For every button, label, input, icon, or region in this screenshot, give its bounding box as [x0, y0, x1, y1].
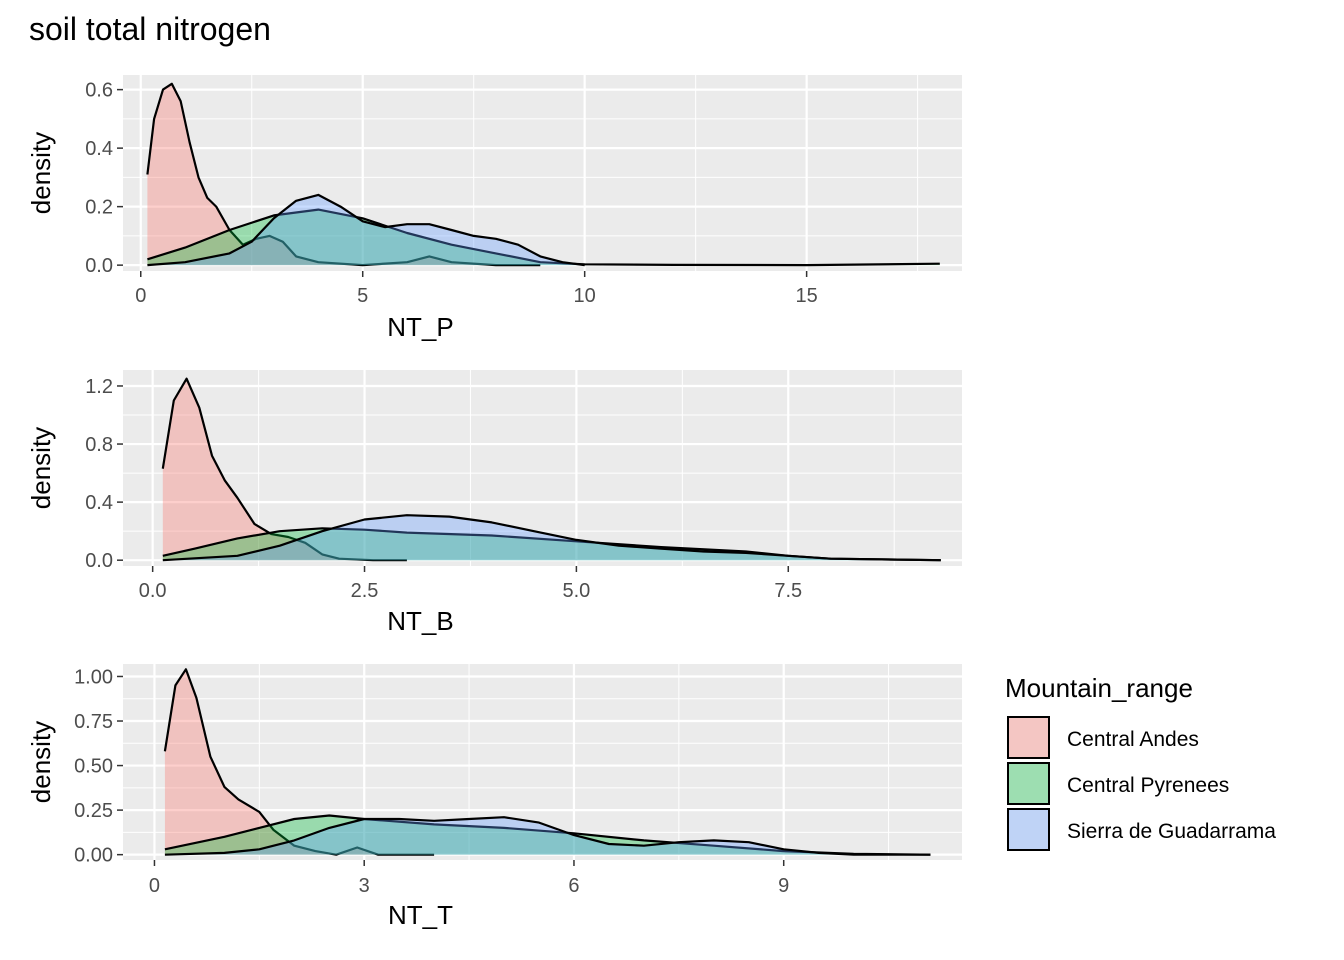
- legend-swatch: [1007, 808, 1050, 851]
- y-tick-label: 0.00: [74, 845, 113, 867]
- y-axis-title: density: [26, 427, 56, 509]
- panel-nt-t: 0 3 6 9 0.00 0.25 0.50 0.75 1.00 NT_T density: [26, 664, 962, 930]
- chart-title: soil total nitrogen: [29, 11, 271, 47]
- density-area-central-pyrenees: [147, 209, 940, 266]
- x-tick-label: 2.5: [351, 580, 379, 602]
- legend-key-sierra-de-guadarrama: Sierra de Guadarrama: [1007, 808, 1276, 851]
- y-tick-label: 0.4: [85, 138, 113, 160]
- legend: Mountain_range Central Andes Central Pyr…: [1005, 673, 1276, 851]
- legend-swatch: [1007, 716, 1050, 759]
- panel-nt-b: 0.0 2.5 5.0 7.5 0.0 0.4 0.8 1.2 NT_B density: [26, 370, 962, 636]
- density-curve-central-pyrenees: [164, 814, 931, 856]
- density-curve-central-andes: [161, 377, 407, 562]
- legend-key-central-pyrenees: Central Pyrenees: [1007, 762, 1229, 805]
- legend-label: Central Andes: [1067, 728, 1199, 751]
- y-tick-label: 0.25: [74, 800, 113, 822]
- y-tick-label: 0.0: [85, 255, 113, 277]
- density-curve-sierra-de-guadarrama: [147, 193, 585, 267]
- x-tick-label: 0: [135, 285, 146, 307]
- legend-title: Mountain_range: [1005, 673, 1193, 703]
- x-tick-label: 0: [149, 875, 160, 897]
- x-tick-label: 10: [574, 285, 596, 307]
- y-tick-label: 0.4: [85, 492, 113, 514]
- density-curve-sierra-de-guadarrama: [162, 514, 941, 562]
- density-area-central-andes: [162, 378, 407, 561]
- y-tick-label: 1.00: [74, 666, 113, 688]
- legend-key-bg: [1007, 716, 1050, 759]
- legend-label: Sierra de Guadarrama: [1067, 820, 1276, 843]
- density-area-sierra-de-guadarrama: [162, 515, 941, 561]
- y-tick-label: 0.50: [74, 756, 113, 778]
- y-tick-label: 0.2: [85, 197, 113, 219]
- y-axis-title: density: [26, 132, 56, 214]
- x-axis-title: NT_B: [387, 606, 453, 636]
- density-curve-central-pyrenees: [147, 208, 940, 267]
- y-tick-label: 0.8: [85, 434, 113, 456]
- density-area-sierra-de-guadarrama: [164, 817, 931, 855]
- density-curve-central-andes: [163, 668, 435, 856]
- panel-nt-p: 0 5 10 15 0.0 0.2 0.4 0.6 NT_P density: [26, 75, 962, 342]
- legend-key-central-andes: Central Andes: [1007, 716, 1199, 759]
- x-axis-title: NT_T: [388, 900, 453, 930]
- legend-swatch: [1007, 762, 1050, 805]
- legend-key-bg: [1007, 808, 1050, 851]
- y-tick-label: 1.2: [85, 376, 113, 398]
- x-tick-label: 15: [796, 285, 818, 307]
- y-tick-label: 0.0: [85, 550, 113, 572]
- y-axis-title: density: [26, 721, 56, 803]
- x-tick-label: 7.5: [774, 580, 802, 602]
- density-area-central-andes: [164, 669, 435, 855]
- density-curve-sierra-de-guadarrama: [164, 816, 931, 856]
- x-tick-label: 3: [359, 875, 370, 897]
- density-area-sierra-de-guadarrama: [147, 194, 585, 266]
- x-tick-label: 5: [357, 285, 368, 307]
- x-tick-label: 6: [568, 875, 579, 897]
- legend-label: Central Pyrenees: [1067, 774, 1229, 797]
- x-axis-title: NT_P: [387, 312, 453, 342]
- y-tick-label: 0.75: [74, 711, 113, 733]
- x-tick-label: 9: [778, 875, 789, 897]
- x-tick-label: 5.0: [562, 580, 590, 602]
- x-tick-label: 0.0: [139, 580, 167, 602]
- y-tick-label: 0.6: [85, 80, 113, 102]
- density-area-central-pyrenees: [164, 815, 931, 855]
- legend-key-bg: [1007, 762, 1050, 805]
